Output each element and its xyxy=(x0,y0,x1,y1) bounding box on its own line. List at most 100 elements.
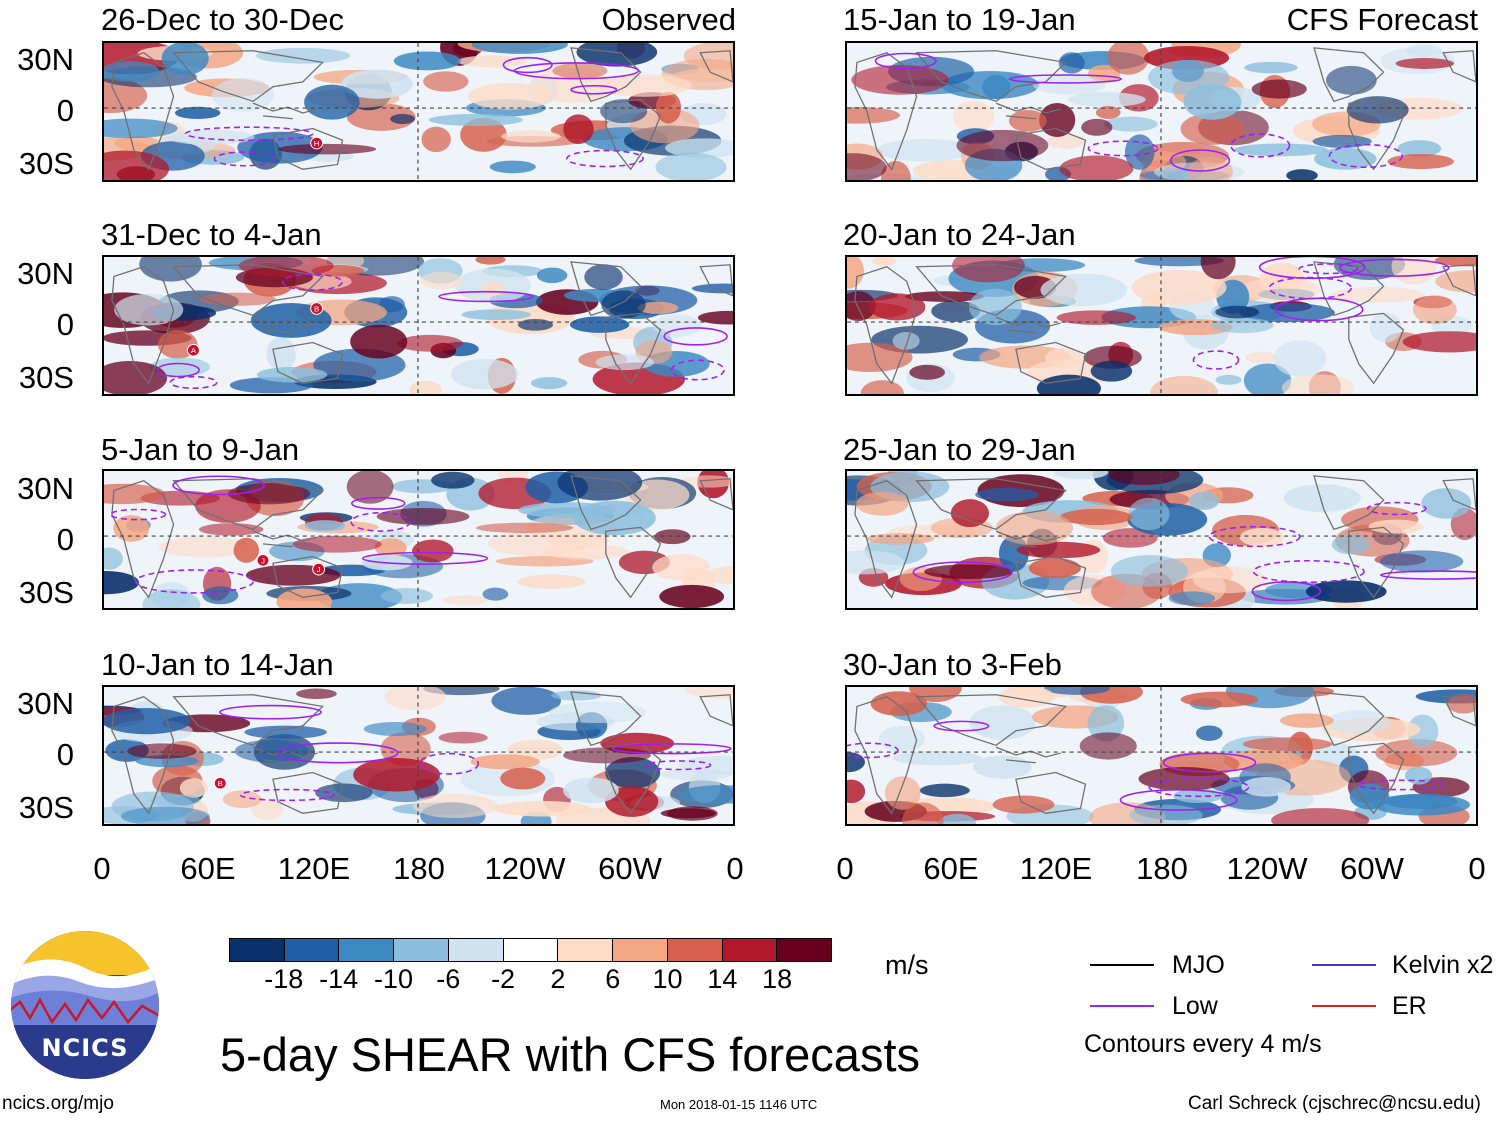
asia-outline xyxy=(915,478,1067,531)
shear-blob xyxy=(482,587,509,601)
coastlines xyxy=(111,47,733,171)
shear-blob xyxy=(1395,58,1455,69)
asia-outline xyxy=(172,264,324,317)
shear-blob xyxy=(245,564,341,586)
shear-blob xyxy=(380,588,433,604)
shear-blob xyxy=(1407,714,1439,749)
shear-field xyxy=(847,687,1476,824)
shear-blob xyxy=(1090,360,1133,382)
shear-blob xyxy=(1128,497,1170,531)
shear-blob xyxy=(847,257,864,289)
australia-outline xyxy=(272,555,344,598)
shear-blob xyxy=(412,539,454,563)
low-contour xyxy=(438,290,534,303)
low-contour xyxy=(1230,133,1291,158)
colorbar-cell xyxy=(283,939,339,961)
coastlines xyxy=(854,47,1476,171)
shear-blob xyxy=(975,487,1039,502)
shear-blob xyxy=(1150,375,1218,394)
shear-blob xyxy=(573,500,656,536)
shear-blob xyxy=(654,529,691,545)
shear-blob xyxy=(228,483,310,505)
shear-blob xyxy=(238,257,334,278)
europe-outline xyxy=(699,50,733,83)
low-contour xyxy=(281,273,343,291)
shear-blob xyxy=(1368,519,1424,534)
shear-blob xyxy=(1241,776,1291,797)
asia-outline xyxy=(915,694,1067,747)
low-contour xyxy=(1338,258,1450,277)
coastlines xyxy=(111,691,733,815)
shear-blob xyxy=(1056,310,1136,325)
storm-marker-icon: A xyxy=(186,343,200,357)
colorbar-label: -6 xyxy=(436,964,461,994)
shear-blob xyxy=(517,574,586,589)
low-contour xyxy=(874,52,937,70)
colorbar-cell xyxy=(721,939,777,961)
shear-blob xyxy=(165,129,255,145)
panel-title-2: 31-Dec to 4-Jan xyxy=(101,217,322,252)
colorbar-cell xyxy=(557,939,613,961)
lon-label-right-0: 0 xyxy=(836,851,854,886)
colorbar-label: 6 xyxy=(605,964,621,994)
shear-blob xyxy=(393,51,461,71)
south-america-outline xyxy=(605,312,662,385)
shear-blob xyxy=(1192,566,1265,594)
shear-blob xyxy=(1040,273,1128,307)
colorbar-cell xyxy=(393,939,448,961)
storm-marker-icon: B xyxy=(310,302,324,315)
australia-outline xyxy=(1015,341,1087,384)
low-contour xyxy=(1208,525,1301,548)
shear-blob xyxy=(1108,471,1180,486)
shear-blob xyxy=(1380,550,1464,573)
shear-blob xyxy=(665,138,733,158)
lon-label-left-120w: 120W xyxy=(484,851,566,886)
footer-author[interactable]: Carl Schreck (cjschrec@ncsu.edu) xyxy=(1188,1093,1481,1114)
shear-blob xyxy=(1283,484,1361,513)
shear-blob xyxy=(346,471,394,504)
colorbar-cell xyxy=(338,939,394,961)
low-contour xyxy=(912,561,1013,584)
storm-marker-label: B xyxy=(314,304,319,313)
europe-outline xyxy=(1442,478,1476,511)
legend-line-mjo xyxy=(1090,964,1154,966)
storm-marker-icon: B xyxy=(213,776,227,790)
low-contour xyxy=(350,512,411,532)
shear-blob xyxy=(851,64,949,95)
shear-blob xyxy=(563,114,594,145)
shear-blob xyxy=(952,257,1025,283)
shear-blob xyxy=(489,160,536,174)
shear-blob xyxy=(476,522,574,533)
low-contour xyxy=(1169,149,1231,172)
shear-blob xyxy=(199,292,276,306)
storm-marker-label: J xyxy=(317,565,321,574)
low-contour xyxy=(277,742,399,764)
lon-label-left-0: 0 xyxy=(93,851,111,886)
shear-blob xyxy=(467,83,553,110)
shear-blob xyxy=(353,757,441,792)
shear-blob xyxy=(222,790,262,809)
legend-label-er: ER xyxy=(1392,992,1427,1020)
low-contour xyxy=(611,743,732,755)
shear-blob xyxy=(1046,134,1085,149)
shear-blob xyxy=(278,143,377,155)
footer-website[interactable]: ncics.org/mjo xyxy=(2,1093,114,1114)
coastlines xyxy=(111,475,733,599)
storm-marker-icon: H xyxy=(310,136,324,150)
low-contour xyxy=(663,327,728,346)
shear-blob xyxy=(1245,351,1277,364)
low-contours xyxy=(184,56,644,168)
lon-label-right-180: 180 xyxy=(1136,851,1188,886)
shear-blob xyxy=(1387,153,1454,170)
shear-blob xyxy=(1281,374,1355,394)
shear-field xyxy=(847,43,1476,180)
europe-outline xyxy=(1442,694,1476,727)
low-contour xyxy=(1252,560,1365,583)
lat-label-30n: 30N xyxy=(17,42,74,77)
shear-blob xyxy=(847,550,905,575)
shear-blob xyxy=(376,508,470,525)
africa-outline xyxy=(854,480,918,599)
colorbar-label: -10 xyxy=(373,964,413,994)
shear-blob xyxy=(1036,374,1101,394)
storm-marker-label: J xyxy=(261,556,265,565)
